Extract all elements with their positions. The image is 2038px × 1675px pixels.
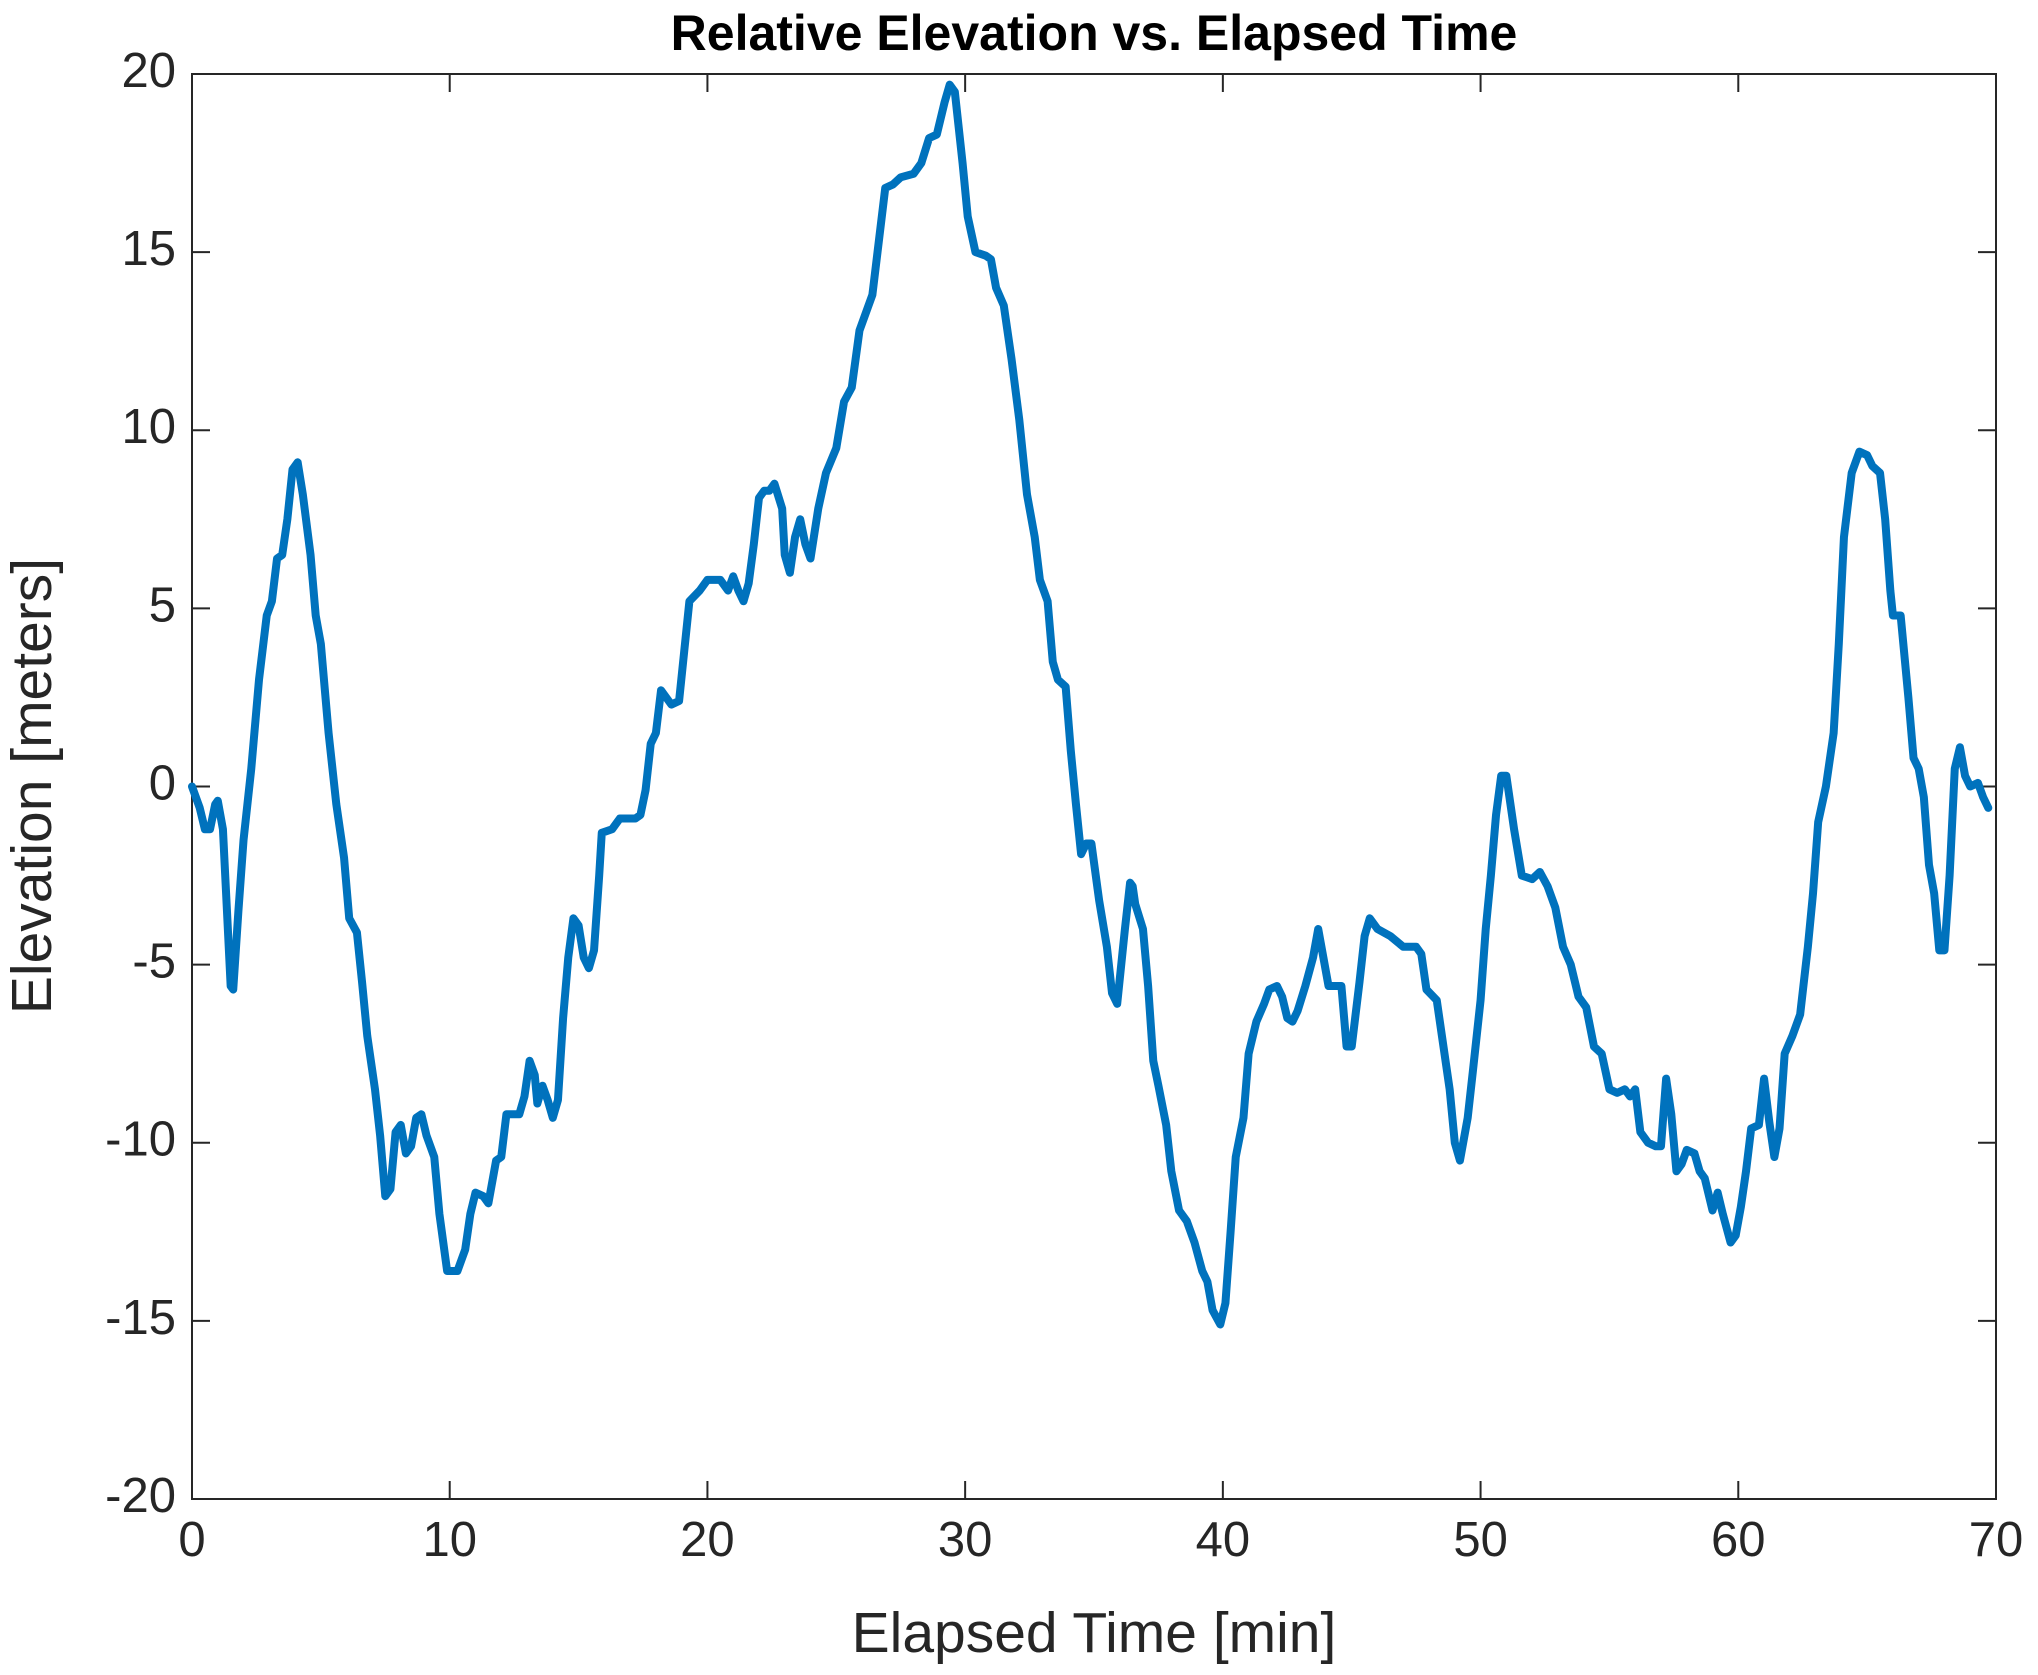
y-axis-label: Elevation [meters]	[0, 558, 64, 1014]
x-tick-label: 60	[1711, 1513, 1766, 1567]
y-tick-label: 5	[149, 578, 176, 632]
x-axis-label: Elapsed Time [min]	[852, 1601, 1337, 1665]
x-tick-label: 30	[938, 1513, 993, 1567]
x-tick-label: 10	[422, 1513, 477, 1567]
y-tick-label: 20	[121, 44, 176, 98]
y-tick-label: 0	[149, 756, 176, 810]
y-tick-label: -10	[105, 1113, 176, 1167]
x-tick-label: 40	[1196, 1513, 1251, 1567]
y-tick-label: -20	[105, 1469, 176, 1523]
data-line	[188, 80, 1993, 1329]
x-tick-label: 50	[1453, 1513, 1508, 1567]
x-tick-label: 0	[178, 1513, 205, 1567]
y-tick-label: -15	[105, 1291, 176, 1345]
x-tick-label: 70	[1969, 1513, 2024, 1567]
chart-title: Relative Elevation vs. Elapsed Time	[671, 5, 1518, 61]
y-tick-label: 10	[121, 400, 176, 454]
y-tick-label: -5	[132, 935, 176, 989]
x-tick-label: 20	[680, 1513, 735, 1567]
y-tick-label: 15	[121, 222, 176, 276]
